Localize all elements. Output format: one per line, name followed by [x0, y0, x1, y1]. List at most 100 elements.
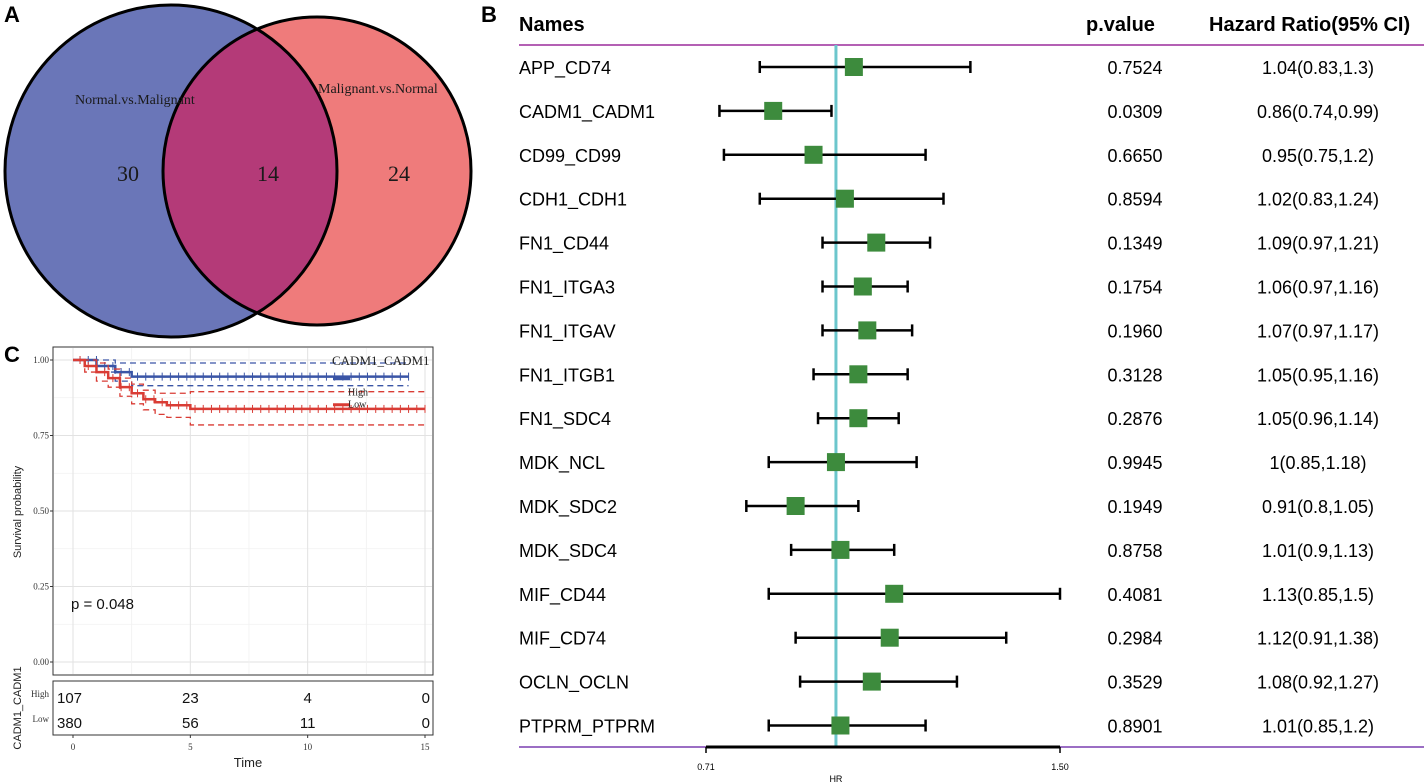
- forest-row-hr-label: 1.04(0.83,1.3): [1262, 58, 1374, 78]
- risk-table-frame: [52, 680, 434, 736]
- forest-row-hr-label: 1.12(0.91,1.38): [1257, 629, 1379, 649]
- forest-row-pvalue: 0.9945: [1107, 453, 1162, 473]
- risk-x-tick-label: 10: [303, 742, 313, 752]
- forest-row-hr-label: 1.13(0.85,1.5): [1262, 585, 1374, 605]
- forest-row-hr-label: 0.95(0.75,1.2): [1262, 146, 1374, 166]
- forest-row-hr-label: 1.09(0.97,1.21): [1257, 234, 1379, 254]
- forest-row-pvalue: 0.6650: [1107, 146, 1162, 166]
- forest-hr-box: [831, 716, 850, 735]
- forest-hr-box: [804, 145, 823, 164]
- forest-hr-box: [885, 584, 904, 603]
- risk-cell: 107: [57, 690, 82, 707]
- forest-header-hr: Hazard Ratio(95% CI): [1209, 14, 1410, 36]
- forest-tick-label-max: 1.50: [1051, 762, 1069, 772]
- km-y-tick-label: 0.50: [33, 506, 49, 516]
- risk-cell: 4: [303, 690, 311, 707]
- forest-row-pvalue: 0.7524: [1107, 58, 1162, 78]
- venn-left-label: Normal.vs.Malignant: [75, 93, 195, 108]
- risk-x-tick-label: 0: [71, 742, 76, 752]
- forest-row-hr-label: 1.05(0.96,1.14): [1257, 409, 1379, 429]
- forest-row-pvalue: 0.1349: [1107, 234, 1162, 254]
- km-y-label: Survival probability: [12, 465, 24, 558]
- forest-x-label: HR: [829, 774, 842, 784]
- risk-cell: 11: [300, 715, 316, 732]
- forest-row-hr-label: 1.06(0.97,1.16): [1257, 278, 1379, 298]
- forest-row-pvalue: 0.8901: [1107, 717, 1162, 737]
- forest-hr-box: [858, 321, 877, 340]
- venn-left-count: 30: [117, 161, 139, 186]
- forest-hr-box: [862, 672, 881, 691]
- forest-row-name: FN1_CD44: [519, 234, 609, 255]
- km-grid: [54, 348, 432, 674]
- risk-x-tick-label: 5: [188, 742, 193, 752]
- risk-table-y-label: CADM1_CADM1: [12, 666, 24, 749]
- forest-row-pvalue: 0.8594: [1107, 190, 1162, 210]
- forest-row-pvalue: 0.3529: [1107, 673, 1162, 693]
- risk-cell: 23: [182, 690, 199, 707]
- forest-row-hr-label: 1(0.85,1.18): [1269, 453, 1366, 473]
- risk-cell: 0: [422, 715, 430, 732]
- forest-row-hr-label: 1.01(0.9,1.13): [1262, 541, 1374, 561]
- forest-row-name: APP_CD74: [519, 58, 611, 79]
- forest-row-hr-label: 0.91(0.8,1.05): [1262, 497, 1374, 517]
- forest-row-pvalue: 0.1949: [1107, 497, 1162, 517]
- forest-row-name: MDK_SDC2: [519, 497, 617, 518]
- panel-letter-b: B: [481, 2, 497, 27]
- km-ci-upper: [73, 359, 409, 364]
- forest-row-name: OCLN_OCLN: [519, 673, 629, 694]
- forest-row-name: MDK_SDC4: [519, 541, 617, 562]
- forest-row-name: MDK_NCL: [519, 453, 605, 474]
- forest-row-pvalue: 0.4081: [1107, 585, 1162, 605]
- venn-right-outline: [161, 15, 473, 327]
- forest-header-pvalue: p.value: [1086, 14, 1155, 36]
- forest-hr-box: [826, 453, 845, 472]
- forest-row-hr-label: 1.07(0.97,1.17): [1257, 321, 1379, 341]
- km-y-tick-label: 0.25: [33, 582, 49, 592]
- forest-hr-box: [844, 58, 863, 76]
- venn-right-label: Malignant.vs.Normal: [318, 82, 438, 97]
- venn-overlap: [163, 17, 337, 325]
- km-ci-upper: [73, 359, 425, 394]
- risk-cell: 56: [182, 715, 199, 732]
- km-title: CADM1_CADM1: [332, 353, 430, 368]
- forest-row-pvalue: 0.3128: [1107, 365, 1162, 385]
- forest-row-name: PTPRM_PTPRM: [519, 717, 655, 738]
- risk-x-tick-label: 15: [421, 742, 431, 752]
- forest-row-name: FN1_ITGA3: [519, 278, 615, 299]
- forest-hr-box: [880, 628, 899, 647]
- km-ci-lower: [73, 359, 425, 426]
- km-legend-high: High: [348, 388, 368, 399]
- venn-overlap-count: 14: [257, 161, 279, 186]
- forest-hr-box: [853, 277, 872, 296]
- forest-row-pvalue: 0.8758: [1107, 541, 1162, 561]
- km-pvalue: p = 0.048: [71, 596, 134, 613]
- forest-row-name: FN1_ITGAV: [519, 321, 616, 342]
- forest-hr-box: [835, 189, 854, 208]
- forest-hr-box: [786, 497, 805, 515]
- km-x-label: Time: [234, 755, 262, 770]
- forest-row-name: MIF_CD44: [519, 585, 606, 606]
- forest-row-pvalue: 0.2984: [1107, 629, 1162, 649]
- forest-row-pvalue: 0.1754: [1107, 278, 1162, 298]
- risk-row-label: High: [31, 689, 50, 699]
- km-y-tick-label: 1.00: [33, 355, 49, 365]
- panel-letter-c: C: [4, 342, 20, 367]
- forest-tick-label-min: 0.71: [697, 762, 715, 772]
- venn-right-count: 24: [388, 161, 410, 186]
- forest-hr-box: [764, 101, 783, 120]
- panel-letter-a: A: [4, 2, 20, 27]
- risk-table: High 107 23 4 0 Low 380 56 11 0 0 5 10 15: [31, 689, 430, 752]
- forest-header-names: Names: [519, 14, 585, 36]
- risk-cell: 380: [57, 715, 82, 732]
- forest-hr-box: [849, 365, 868, 384]
- forest-row-pvalue: 0.0309: [1107, 102, 1162, 122]
- risk-cell: 0: [422, 690, 430, 707]
- forest-row-pvalue: 0.2876: [1107, 409, 1162, 429]
- km-y-tick-label: 0.75: [33, 431, 49, 441]
- km-y-tick-label: 0.00: [33, 657, 49, 667]
- forest-row-name: MIF_CD74: [519, 629, 606, 650]
- km-axes: 0.00 0.25 0.50 0.75 1.00: [33, 355, 53, 667]
- risk-row-label: Low: [33, 714, 50, 724]
